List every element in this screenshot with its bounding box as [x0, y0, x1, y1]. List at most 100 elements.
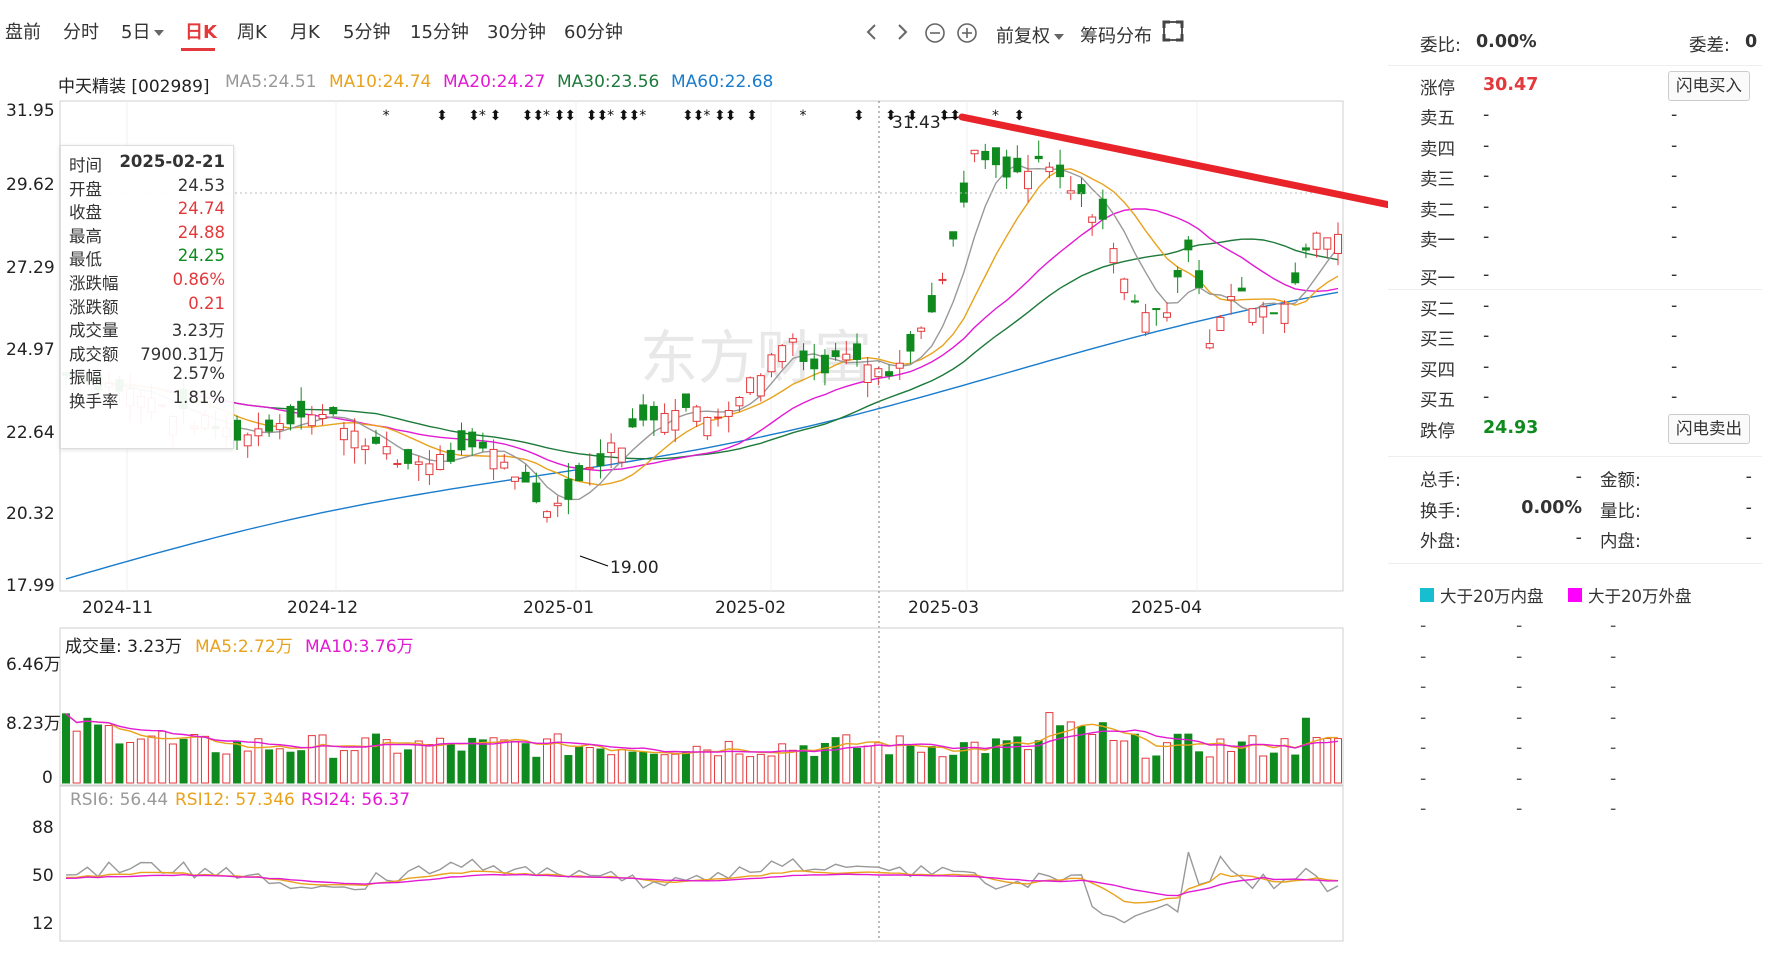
event-marker: ⬍	[468, 108, 480, 124]
candle-body	[1045, 166, 1054, 173]
period-tabs: 盘前 分时 5日 日K 周K 月K 5分钟 15分钟 30分钟 60分钟	[0, 18, 700, 51]
order-level-price: -	[1483, 135, 1490, 156]
ma5-line	[65, 163, 1339, 501]
candle-body	[564, 478, 573, 500]
order-level-label: 卖一	[1420, 231, 1455, 251]
candle-body	[329, 406, 338, 415]
tooltip-key: 收盘	[69, 203, 102, 223]
tab-15min[interactable]: 15分钟	[410, 22, 469, 43]
ma5-value: MA5:24.51	[225, 72, 317, 92]
candle-body	[404, 449, 413, 464]
candle-body	[585, 466, 594, 470]
volume-bar	[852, 747, 861, 784]
candle-body	[307, 414, 316, 427]
tooltip-key: 涨跌额	[69, 297, 119, 317]
volume-bar	[575, 746, 584, 784]
big-order-cell: -	[1516, 768, 1523, 789]
volume-bar	[1109, 739, 1118, 784]
candle-body	[1184, 239, 1193, 251]
candle-body	[297, 400, 306, 418]
candle-body	[382, 446, 391, 455]
candle-body	[1301, 247, 1310, 251]
big-order-cell: -	[1420, 646, 1427, 667]
flash-buy-button[interactable]: 闪电买入	[1668, 71, 1750, 101]
volume-bar	[735, 753, 744, 784]
candle-body	[767, 354, 776, 373]
flash-sell-button[interactable]: 闪电卖出	[1668, 414, 1750, 444]
price-axis-label: 24.97	[6, 340, 55, 360]
prev-button[interactable]	[863, 22, 881, 47]
outer-volume-legend: 大于20万外盘	[1588, 587, 1692, 606]
rsi-lines	[65, 851, 1339, 924]
volume-bar	[361, 737, 370, 784]
tooltip-key: 最低	[69, 250, 102, 270]
zoom-out-button[interactable]	[924, 22, 946, 49]
volume-bar	[564, 755, 573, 784]
candle-body	[275, 423, 284, 431]
tooltip-value: 2.57%	[172, 364, 225, 384]
zoom-in-button[interactable]	[956, 22, 978, 49]
candle-body	[339, 427, 348, 441]
tab-daily-k[interactable]: 日K	[185, 22, 217, 43]
price-adjust-label: 前复权	[996, 26, 1050, 47]
candle-body	[1227, 296, 1236, 301]
candle-body	[243, 434, 252, 447]
volume-bar	[938, 756, 947, 784]
volume-bar	[200, 735, 209, 784]
volume-bar	[233, 741, 242, 784]
stat-value: -	[1745, 528, 1752, 548]
volume-bar	[179, 738, 188, 784]
volume-bar	[468, 737, 477, 784]
volume-bar	[1301, 717, 1310, 784]
volume-bar	[147, 735, 156, 784]
tooltip-row: 时间 2025-02-21	[69, 152, 225, 178]
price-axis-label: 22.64	[6, 423, 55, 443]
volume-bar	[799, 745, 808, 784]
fullscreen-button[interactable]	[1162, 20, 1184, 47]
candle-body	[714, 416, 723, 419]
tab-premarket[interactable]: 盘前	[5, 22, 41, 43]
big-order-cell: -	[1516, 738, 1523, 758]
ma5-polyline	[65, 163, 1339, 501]
divider	[1388, 563, 1762, 564]
volume-bar	[1195, 751, 1204, 784]
high-annotation: 31.43	[892, 113, 941, 133]
candle-body	[446, 449, 455, 462]
stat-value: -	[1745, 497, 1752, 518]
tab-5day[interactable]: 5日	[121, 18, 165, 44]
candle-body	[1034, 155, 1043, 160]
order-level-label: 卖二	[1420, 200, 1455, 221]
volume-bar	[1077, 726, 1086, 784]
volume-bar	[703, 749, 712, 784]
tab-5min[interactable]: 5分钟	[343, 22, 391, 43]
tab-monthly-k[interactable]: 月K	[290, 22, 320, 43]
tab-intraday[interactable]: 分时	[63, 22, 99, 43]
volume-bar	[1269, 752, 1278, 784]
chip-distribution-button[interactable]: 筹码分布	[1080, 26, 1152, 47]
volume-bar	[339, 750, 348, 784]
limit-down-price: 24.93	[1483, 418, 1539, 438]
order-level-label: 买一	[1420, 269, 1455, 289]
volume-bar	[1248, 735, 1257, 784]
volume-bar	[607, 754, 616, 784]
stat-label: 外盘:	[1420, 532, 1461, 552]
tooltip-value: 7900.31万	[140, 344, 225, 364]
candle-tooltip: 时间 2025-02-21 开盘 24.53 收盘 24.74 最高 24.88 最低 24.25…	[60, 145, 234, 449]
tab-60min[interactable]: 60分钟	[564, 22, 623, 43]
candle-body	[895, 362, 904, 369]
event-marker: ⬍	[586, 108, 598, 124]
chevron-right-icon	[898, 24, 908, 40]
big-order-cell: -	[1420, 768, 1427, 789]
candle-body	[1013, 157, 1022, 173]
next-button[interactable]	[893, 22, 911, 47]
chevron-left-icon	[866, 24, 876, 40]
order-book-panel: 委比: 0.00% 委差: 0 涨停 30.47 闪电买入 卖五 - - 卖四 - - 卖三…	[1388, 13, 1774, 963]
tab-30min[interactable]: 30分钟	[487, 22, 546, 43]
volume-bar	[863, 745, 872, 784]
volume-bar	[1291, 754, 1300, 784]
volume-bar	[778, 743, 787, 784]
tab-weekly-k[interactable]: 周K	[237, 22, 267, 43]
price-adjust-select[interactable]: 前复权	[996, 22, 1064, 48]
candle-body	[1323, 237, 1332, 250]
order-level-price: -	[1483, 166, 1490, 186]
